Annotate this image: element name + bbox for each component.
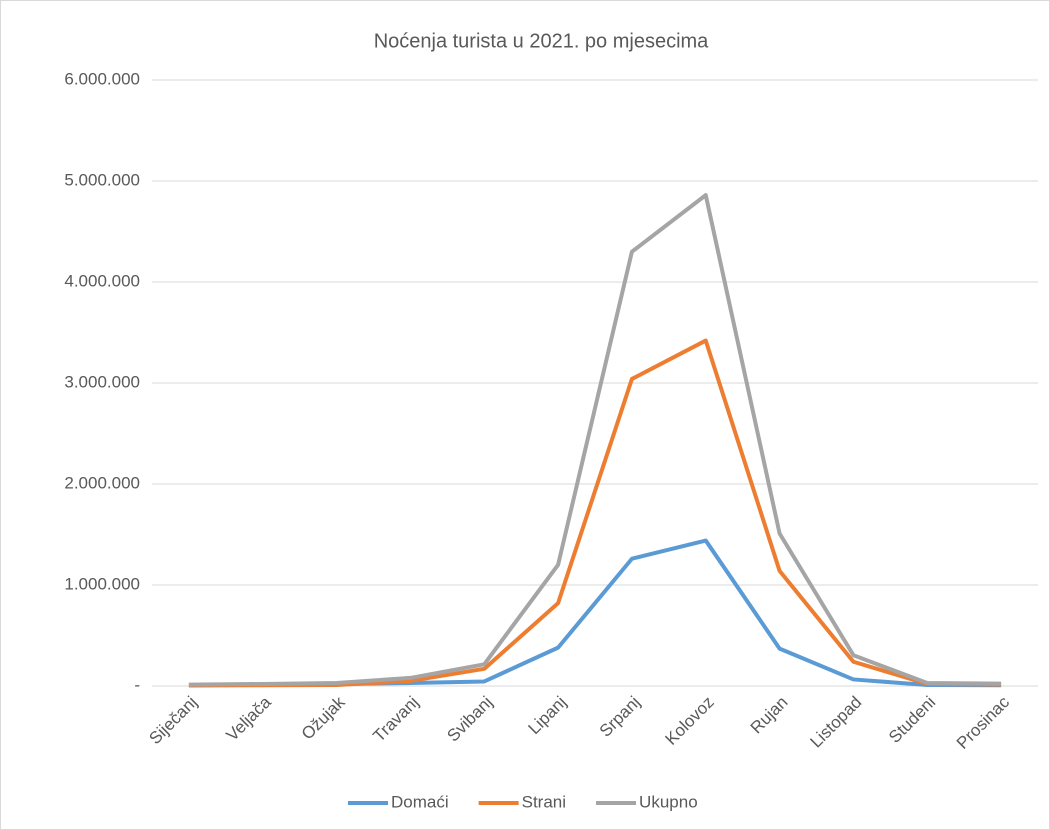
legend-label: Strani: [522, 792, 566, 811]
y-tick-label: -: [134, 675, 140, 694]
legend-label: Domaći: [391, 792, 449, 811]
y-tick-label: 5.000.000: [64, 170, 140, 189]
y-tick-label: 4.000.000: [64, 271, 140, 290]
y-tick-label: 3.000.000: [64, 372, 140, 391]
chart-title: Noćenja turista u 2021. po mjesecima: [374, 30, 709, 52]
y-tick-label: 1.000.000: [64, 574, 140, 593]
y-tick-label: 6.000.000: [64, 69, 140, 88]
y-tick-label: 2.000.000: [64, 473, 140, 492]
series-line: [188, 193, 1002, 687]
legend-label: Ukupno: [639, 792, 698, 811]
